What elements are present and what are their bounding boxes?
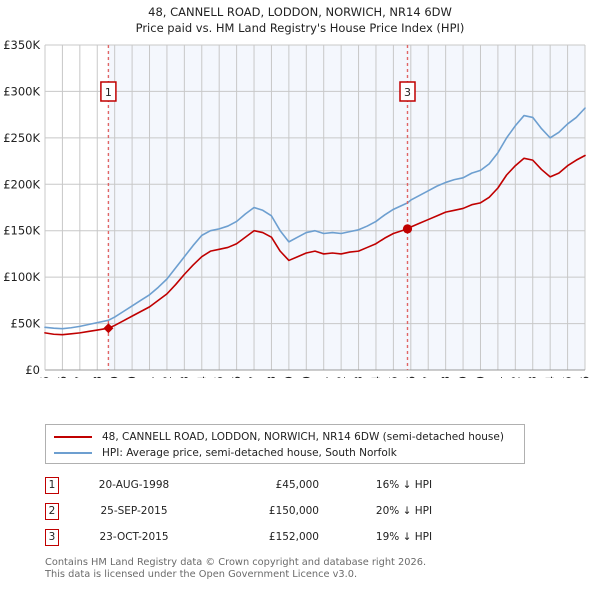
legend-label-hpi: HPI: Average price, semi-detached house,… [102, 447, 397, 459]
footer-attribution: Contains HM Land Registry data © Crown c… [45, 557, 585, 580]
txn-date-3: 23-OCT-2015 [99, 531, 169, 543]
x-axis-tick-label: 2026 [578, 376, 592, 378]
table-row: 3 23-OCT-2015 £152,000 19% ↓ HPI [45, 524, 565, 550]
x-axis-tick-label: 2012 [334, 376, 348, 378]
ownership-shaded-band [108, 45, 586, 370]
x-axis-tick-label: 2016 [404, 376, 418, 378]
x-axis-tick-label: 2025 [561, 376, 575, 378]
txn-badge-1: 1 [45, 476, 59, 494]
txn-hpi-3: 19% ↓ HPI [375, 531, 433, 543]
footer-line-2: This data is licensed under the Open Gov… [45, 568, 358, 580]
x-axis-tick-label: 1999 [108, 376, 122, 378]
legend-label-price-paid: 48, CANNELL ROAD, LODDON, NORWICH, NR14 … [102, 431, 504, 443]
sale-point-marker [402, 224, 413, 234]
series-line-price-paid [44, 154, 586, 336]
txn-date-2: 25-SEP-2015 [100, 505, 168, 517]
y-axis-tick-label: £200K [3, 177, 40, 191]
x-axis-tick-label: 2005 [212, 376, 226, 378]
x-axis-tick-label: 2018 [439, 376, 453, 378]
chart-legend: 48, CANNELL ROAD, LODDON, NORWICH, NR14 … [45, 424, 525, 464]
x-axis-tick-label: 2007 [247, 376, 261, 378]
x-axis-tick-label: 1995 [38, 376, 52, 378]
txn-price-1: £45,000 [275, 479, 319, 491]
chart-area: £0 £50K £100K £150K £200K £250K £300K £350K 1995… [0, 38, 600, 378]
legend-swatch-price-paid-icon [54, 436, 92, 438]
svg-text:1: 1 [105, 86, 112, 99]
txn-badge-3: 3 [45, 528, 59, 546]
legend-item-hpi: HPI: Average price, semi-detached house,… [54, 445, 516, 461]
x-axis-tick-label: 1997 [73, 376, 87, 378]
x-axis-tick-label: 2010 [299, 376, 313, 378]
page-subtitle: Price paid vs. HM Land Registry's House … [135, 21, 465, 35]
x-axis-tick-label: 2009 [282, 376, 296, 378]
y-axis-tick-label: £300K [3, 84, 40, 98]
x-axis-tick-label: 2020 [473, 376, 487, 378]
txn-badge-2: 2 [45, 502, 59, 520]
svg-text:3: 3 [404, 86, 411, 99]
x-axis-tick-label: 2002 [160, 376, 174, 378]
x-axis-tick-label: 2011 [317, 376, 331, 378]
x-axis-tick-label: 2013 [352, 376, 366, 378]
y-axis-tick-label: £50K [11, 317, 41, 331]
x-axis-tick-label: 2023 [526, 376, 540, 378]
x-axis-tick-label: 2004 [195, 376, 209, 378]
x-axis-tick-label: 2022 [508, 376, 522, 378]
x-axis-tick-label: 1996 [55, 376, 69, 378]
legend-item-price-paid: 48, CANNELL ROAD, LODDON, NORWICH, NR14 … [54, 429, 516, 445]
event-marker-badge-1: 1 [100, 81, 117, 102]
chart-title-block: 48, CANNELL ROAD, LODDON, NORWICH, NR14 … [0, 4, 600, 36]
table-row: 1 20-AUG-1998 £45,000 16% ↓ HPI [45, 472, 565, 498]
sale-point-marker [103, 323, 114, 334]
x-axis-tick-label: 2000 [125, 376, 139, 378]
x-axis-tick-label: 2003 [177, 376, 191, 378]
x-axis-tick-label: 2001 [143, 376, 157, 378]
event-marker-badge-3: 3 [399, 81, 416, 102]
x-axis-tick-label: 2008 [264, 376, 278, 378]
legend-swatch-hpi-icon [54, 452, 92, 454]
footer-line-1: Contains HM Land Registry data © Crown c… [45, 557, 427, 568]
price-history-chart: £0 £50K £100K £150K £200K £250K £300K £350K 1995… [3, 38, 592, 378]
txn-hpi-2: 20% ↓ HPI [375, 505, 433, 517]
txn-price-2: £150,000 [268, 505, 319, 517]
y-axis-tick-label: £0 [25, 363, 40, 377]
txn-date-1: 20-AUG-1998 [98, 479, 170, 491]
x-axis-tick-label: 2021 [491, 376, 505, 378]
x-axis-tick-label: 2014 [369, 376, 383, 378]
x-axis-tick-label: 2024 [543, 376, 557, 378]
x-axis-tick-label: 2017 [421, 376, 435, 378]
x-axis-tick-label: 1998 [90, 376, 104, 378]
y-axis-tick-label: £250K [3, 131, 40, 145]
x-axis-tick-label: 2019 [456, 376, 470, 378]
y-axis-tick-label: £350K [3, 38, 40, 52]
txn-hpi-1: 16% ↓ HPI [375, 479, 433, 491]
y-axis-tick-label: £100K [3, 270, 40, 284]
series-line-hpi [44, 107, 586, 330]
y-axis-tick-label: £150K [3, 224, 40, 238]
x-axis-tick-label: 2006 [230, 376, 244, 378]
transactions-table: 1 20-AUG-1998 £45,000 16% ↓ HPI 2 25-SEP… [45, 472, 565, 550]
page-title: 48, CANNELL ROAD, LODDON, NORWICH, NR14 … [148, 5, 452, 19]
x-axis-tick-label: 2015 [386, 376, 400, 378]
txn-price-3: £152,000 [268, 531, 319, 543]
table-row: 2 25-SEP-2015 £150,000 20% ↓ HPI [45, 498, 565, 524]
